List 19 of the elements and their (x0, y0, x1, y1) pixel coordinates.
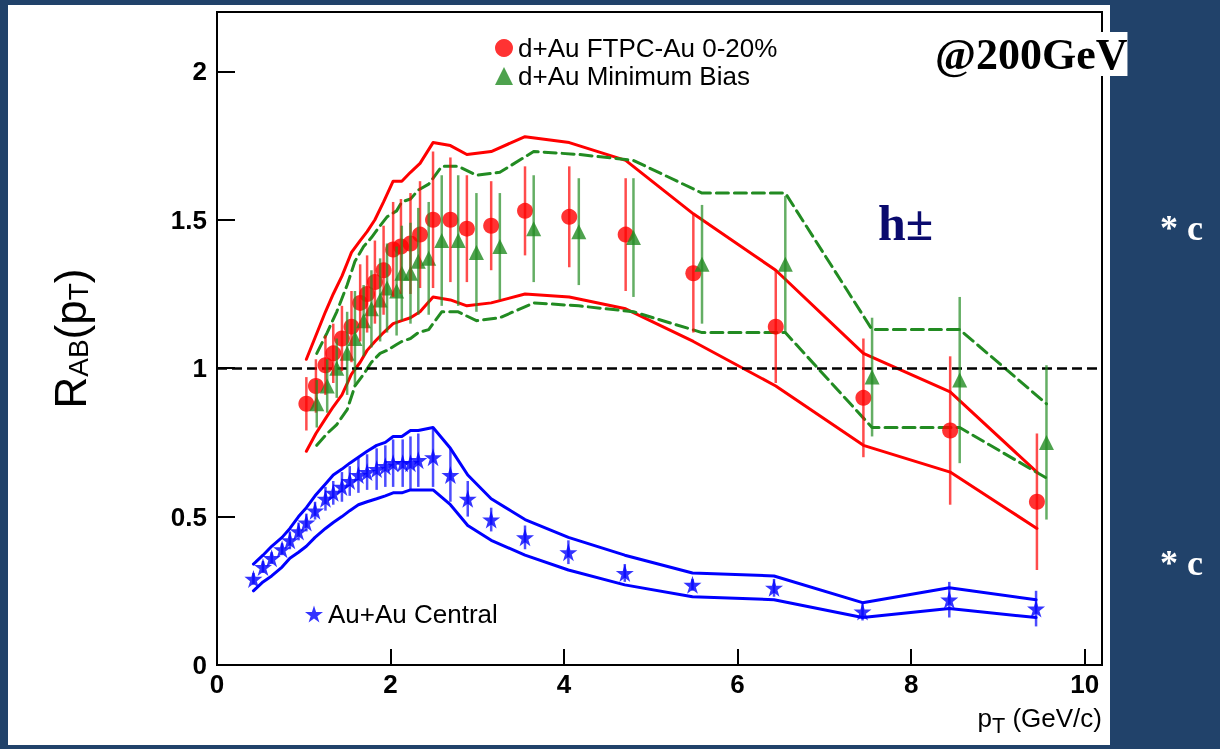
x-axis-title: p$_{T}$ (GeV/c) (977, 703, 1102, 741)
legend-label: Au+Au Central (328, 599, 498, 629)
y-tick-label: 0.5 (170, 501, 207, 532)
legend-label: d+Au Minimum Bias (518, 61, 750, 91)
y-tick-label: 2 (192, 56, 207, 87)
x-tick-label: 4 (556, 669, 572, 699)
x-tick-label: 8 (903, 669, 919, 699)
text: * c (1160, 543, 1203, 583)
y-tick-label: 1.5 (170, 204, 207, 235)
x-tick-label: 6 (730, 669, 745, 699)
y-axis-title: RAB(pT) (45, 268, 95, 409)
text: * c (1160, 208, 1203, 248)
x-tick-label: 10 (1070, 669, 1100, 699)
annotation: h± (878, 195, 934, 251)
legend-label: d+Au FTPC-Au 0-20% (518, 33, 778, 63)
y-tick-label: 1 (192, 353, 207, 384)
x-tick-label: 2 (383, 669, 398, 699)
annotation: @200GeV (935, 29, 1128, 79)
y-tick-label: 0 (192, 650, 207, 680)
